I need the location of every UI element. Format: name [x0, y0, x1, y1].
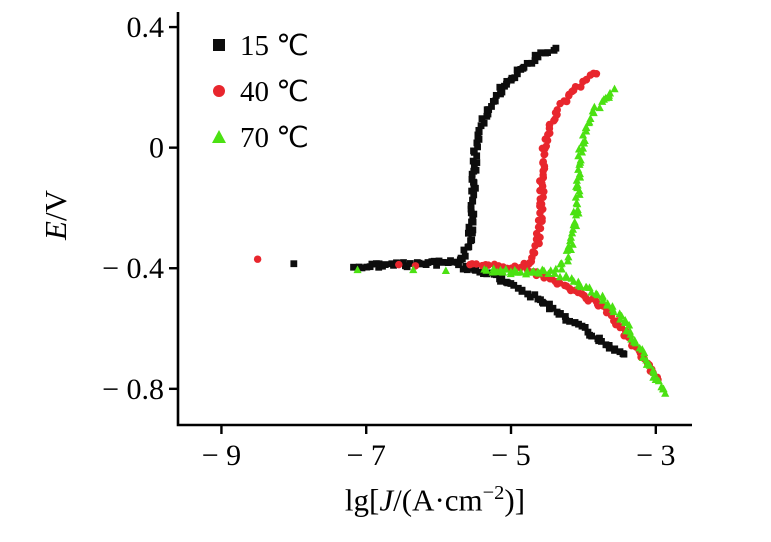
axes-frame: [176, 12, 692, 427]
legend-label-70c: 70 ℃: [240, 121, 309, 154]
legend-item-70c: 70 ℃: [210, 114, 309, 160]
x-axis-label-symbol: J: [379, 482, 394, 518]
x-axis-label-suffix: )]: [504, 482, 526, 518]
svg-text:0: 0: [149, 132, 164, 165]
x-axis-label: lg[J/(A·cm−2)]: [178, 482, 692, 518]
y-axis-label-symbol: E: [38, 221, 73, 240]
legend-marker-triangle-icon: [210, 128, 240, 146]
y-axis-ticks: 0.4 0 − 0.4 − 0.8: [102, 11, 178, 406]
x-axis-label-prefix: lg[: [344, 482, 380, 518]
svg-text:0.4: 0.4: [127, 11, 165, 44]
svg-text:− 9: − 9: [202, 439, 241, 472]
legend-marker-square-icon: [210, 36, 240, 54]
legend-item-40c: 40 ℃: [210, 68, 309, 114]
legend: 15 ℃ 40 ℃ 70 ℃: [210, 22, 309, 160]
legend-marker-circle-icon: [210, 82, 240, 100]
x-axis-label-mid: /(A·cm: [393, 482, 483, 518]
svg-text:− 0.8: − 0.8: [102, 373, 164, 406]
y-axis-label: E/V: [34, 153, 78, 277]
svg-text:− 5: − 5: [491, 439, 530, 472]
x-axis-label-exponent: −2: [482, 482, 505, 504]
svg-text:− 7: − 7: [347, 439, 386, 472]
legend-item-15c: 15 ℃: [210, 22, 309, 68]
x-axis-ticks: − 9 − 7 − 5 − 3: [202, 425, 676, 472]
svg-text:− 3: − 3: [636, 439, 675, 472]
legend-label-40c: 40 ℃: [240, 75, 309, 108]
y-axis-label-unit: /V: [38, 190, 73, 222]
legend-label-15c: 15 ℃: [240, 29, 309, 62]
series-70-℃: [353, 84, 670, 397]
svg-text:− 0.4: − 0.4: [102, 252, 164, 285]
